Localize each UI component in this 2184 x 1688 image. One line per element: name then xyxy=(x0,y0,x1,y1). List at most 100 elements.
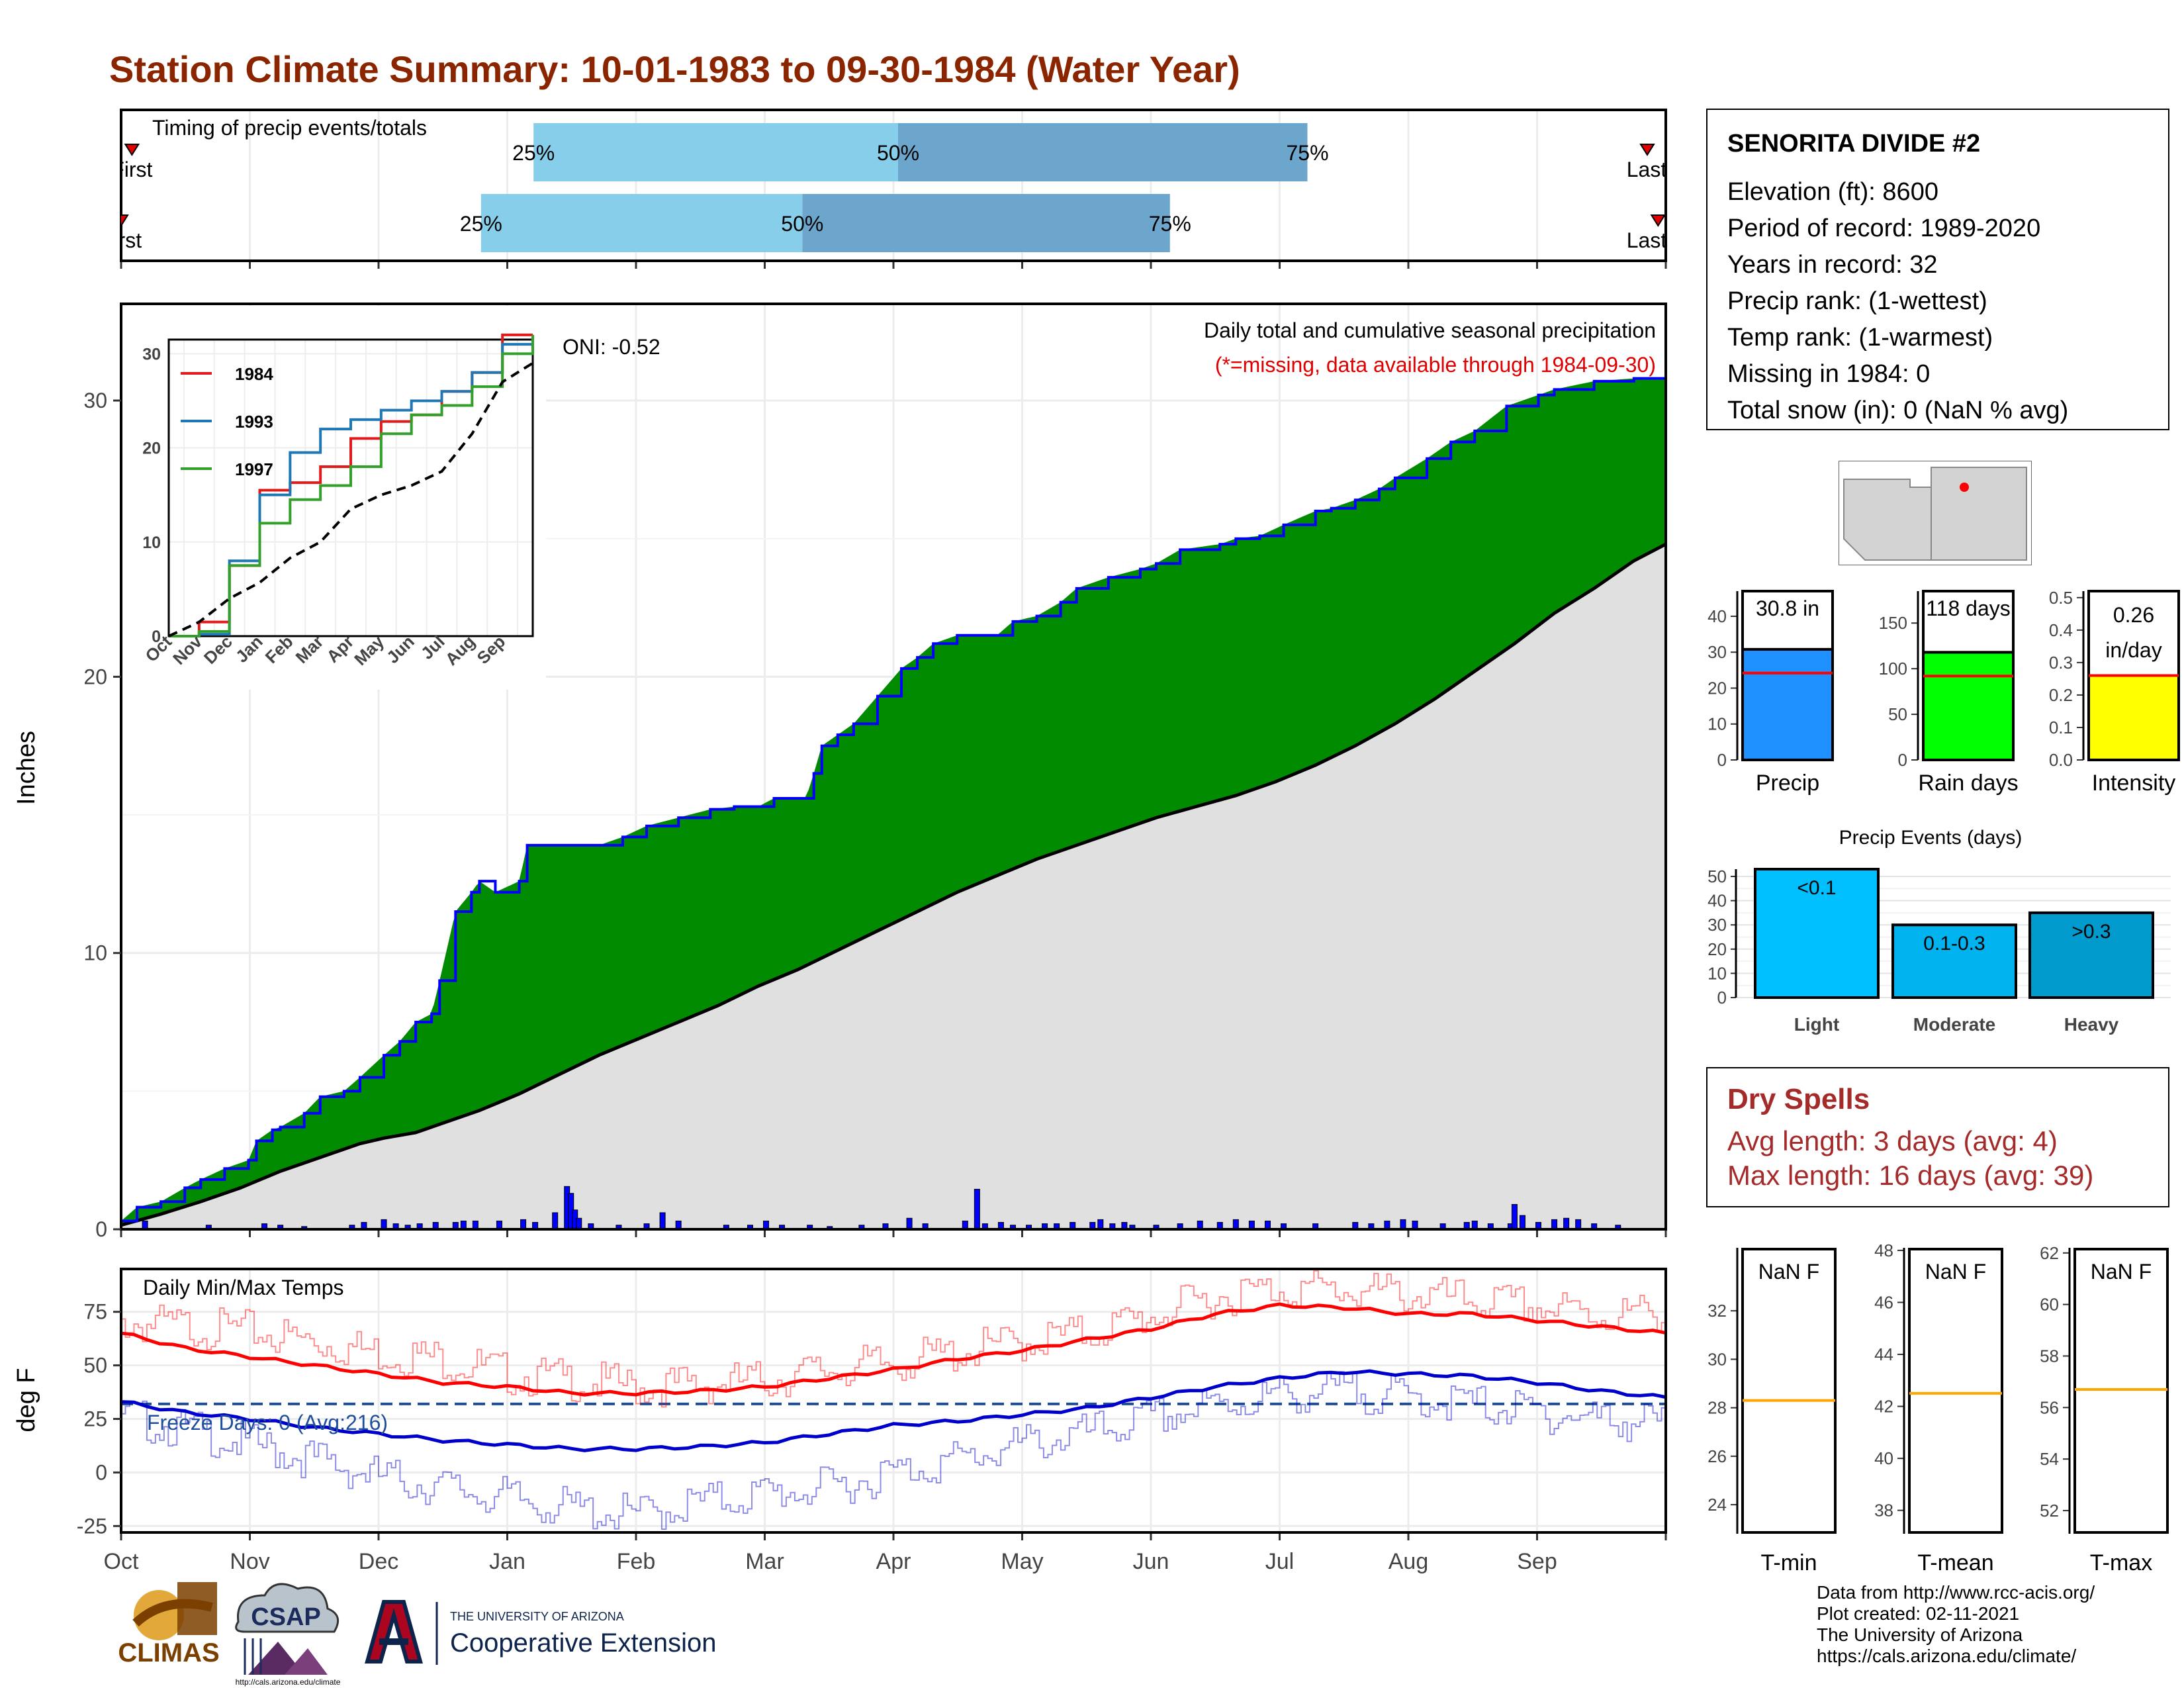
station-line: Period of record: 1989-2020 xyxy=(1727,214,2041,242)
first-label: First xyxy=(101,228,142,252)
y-tick-label: -25 xyxy=(77,1514,107,1538)
states-shape xyxy=(1843,467,2027,561)
y-tick-label: 40 xyxy=(1874,1448,1893,1468)
y-tick-label: 30 xyxy=(1707,915,1727,935)
quartile-label: 75% xyxy=(1286,141,1328,165)
y-tick-label: 24 xyxy=(1707,1495,1727,1515)
station-name: SENORITA DIVIDE #2 xyxy=(1727,130,1981,158)
row-label: Avg xyxy=(69,141,106,165)
y-tick-label: 62 xyxy=(2040,1243,2059,1263)
x-tick-label: Jan xyxy=(489,1549,525,1574)
temp-title: Daily Min/Max Temps xyxy=(143,1276,343,1299)
category-label: Rain days xyxy=(1918,771,2018,796)
y-tick-label: 20 xyxy=(83,665,107,688)
y-tick-label: 0.4 xyxy=(2049,620,2073,640)
station-line: Total snow (in): 0 (NaN % avg) xyxy=(1727,397,2069,424)
ua-logo: THE UNIVERSITY OF ARIZONA Cooperative Ex… xyxy=(365,1600,716,1665)
y-tick-label: 30 xyxy=(83,389,107,412)
temp-box xyxy=(1908,1248,2003,1534)
inset-frame xyxy=(167,338,534,637)
daily-precip-bar xyxy=(659,1212,666,1230)
y-tick-label: 10 xyxy=(83,941,107,965)
y-tick-label: 20 xyxy=(1707,678,1727,698)
value-label: 30.8 in xyxy=(1756,596,1819,620)
x-tick-label: Mar xyxy=(745,1549,784,1574)
inset-chart: 0102030198419931997OctNovDecJanFebMarApr… xyxy=(122,306,546,690)
dry-avg-length: Avg length: 3 days (avg: 4) xyxy=(1727,1125,2058,1156)
event-bar xyxy=(2028,911,2154,1000)
normal-line xyxy=(120,542,1667,1227)
event-bar xyxy=(1754,868,1880,999)
inset-y-tick-label: 30 xyxy=(142,345,161,363)
main-annotation: Daily total and cumulative seasonal prec… xyxy=(1204,318,1656,342)
station-location-dot xyxy=(1960,483,1969,492)
daily-precip-bar xyxy=(906,1217,913,1230)
last-label: Last xyxy=(1627,228,1667,252)
quartile-label: 25% xyxy=(460,212,502,236)
daily-precip-bar xyxy=(1400,1219,1406,1230)
value-label: 0.26 xyxy=(2113,603,2154,627)
csap-url: http://cals.arizona.edu/climate xyxy=(236,1677,341,1687)
ua-big-text: Cooperative Extension xyxy=(450,1628,716,1658)
y-tick-label: 0 xyxy=(95,1217,107,1241)
dry-spells-title: Dry Spells xyxy=(1727,1083,1870,1115)
footer: Data from http://www.rcc-acis.org/ Plot … xyxy=(1817,1582,2095,1667)
event-bar-label: >0.3 xyxy=(2071,921,2111,943)
ua-small-text: THE UNIVERSITY OF ARIZONA xyxy=(450,1610,624,1623)
y-tick-label: 0 xyxy=(95,1460,107,1484)
last-event-marker xyxy=(1650,214,1666,227)
climas-text: CLIMAS xyxy=(118,1638,219,1667)
y-tick-label: 40 xyxy=(1707,891,1727,911)
precip-events-chart: Precip Events (days) 0 10 20 30 40 50 <0.1 Ligh… xyxy=(1707,827,2171,1035)
quartile-label: 75% xyxy=(1149,212,1191,236)
quartile-bar-25-50 xyxy=(480,194,803,252)
x-tick-label: Apr xyxy=(876,1549,911,1574)
temp-value-label: NaN F xyxy=(1758,1260,1819,1284)
main-frame xyxy=(120,303,1667,1231)
surplus-area xyxy=(121,378,1666,1225)
quartile-label: 50% xyxy=(877,141,919,165)
main-ylabel: Inches xyxy=(13,731,40,805)
temp-summary-bars: 24 26 28 30 32 NaN F T-min 38 40 42 44 46 48 NaN F T-m… xyxy=(1707,1241,2169,1575)
quartile-bar-25-50 xyxy=(533,123,899,181)
series-1993-line xyxy=(169,334,534,637)
avg_min-line xyxy=(120,1369,1666,1452)
y-tick-label: 25 xyxy=(83,1407,107,1431)
y-tick-label: 40 xyxy=(1707,606,1727,626)
value-bar xyxy=(2087,674,2180,761)
station-line: Precip rank: (1-wettest) xyxy=(1727,287,1987,315)
label-box xyxy=(1741,590,1834,651)
y-tick-label: 75 xyxy=(83,1300,107,1324)
y-tick-label: 26 xyxy=(1707,1446,1727,1466)
oni-label: ONI: -0.52 xyxy=(563,335,660,359)
x-tick-label: May xyxy=(1001,1549,1043,1574)
daily-precip-bar xyxy=(520,1219,527,1230)
legend-label: 1997 xyxy=(235,459,273,479)
obs_min-line xyxy=(121,1371,1666,1530)
category-label: T-mean xyxy=(1917,1550,1993,1575)
freeze-label: Freeze Days: 0 (Avg:216) xyxy=(147,1411,388,1434)
daily-precip-bar xyxy=(1575,1219,1582,1230)
inset-y-tick-label: 10 xyxy=(142,534,161,552)
y-tick-label: 50 xyxy=(83,1354,107,1378)
station-line: Temp rank: (1-warmest) xyxy=(1727,324,1993,352)
category-label: Precip xyxy=(1756,771,1819,796)
footer-line: The University of Arizona xyxy=(1817,1624,2023,1645)
locator-map xyxy=(1839,461,2032,565)
events-title: Precip Events (days) xyxy=(1839,827,2023,849)
last-label: Last xyxy=(1627,158,1667,181)
temp-value-label: NaN F xyxy=(2091,1260,2152,1284)
station-info-box: SENORITA DIVIDE #2 Elevation (ft): 8600 … xyxy=(1706,109,2169,430)
avg_max-line xyxy=(120,1302,1666,1397)
summary-bars: 0 10 20 30 40 30.8 in Precip 0 50 100 150 118 days R… xyxy=(1707,588,2180,796)
value-label: 118 days xyxy=(1926,596,2011,620)
daily-precip-bar xyxy=(1519,1215,1525,1230)
category-label: T-max xyxy=(2090,1550,2152,1575)
obs_max-line xyxy=(121,1270,1666,1408)
temp-panel: -25 0 25 50 75 Oct Nov Dec Jan Feb Mar Apr May Jun Ju… xyxy=(13,1268,1667,1574)
event-bar-label: 0.1-0.3 xyxy=(1923,933,1985,955)
y-tick-label: 20 xyxy=(1707,939,1727,959)
y-tick-label: 50 xyxy=(1707,867,1727,886)
last-event-marker xyxy=(1639,144,1655,156)
first-event-marker xyxy=(124,144,140,156)
